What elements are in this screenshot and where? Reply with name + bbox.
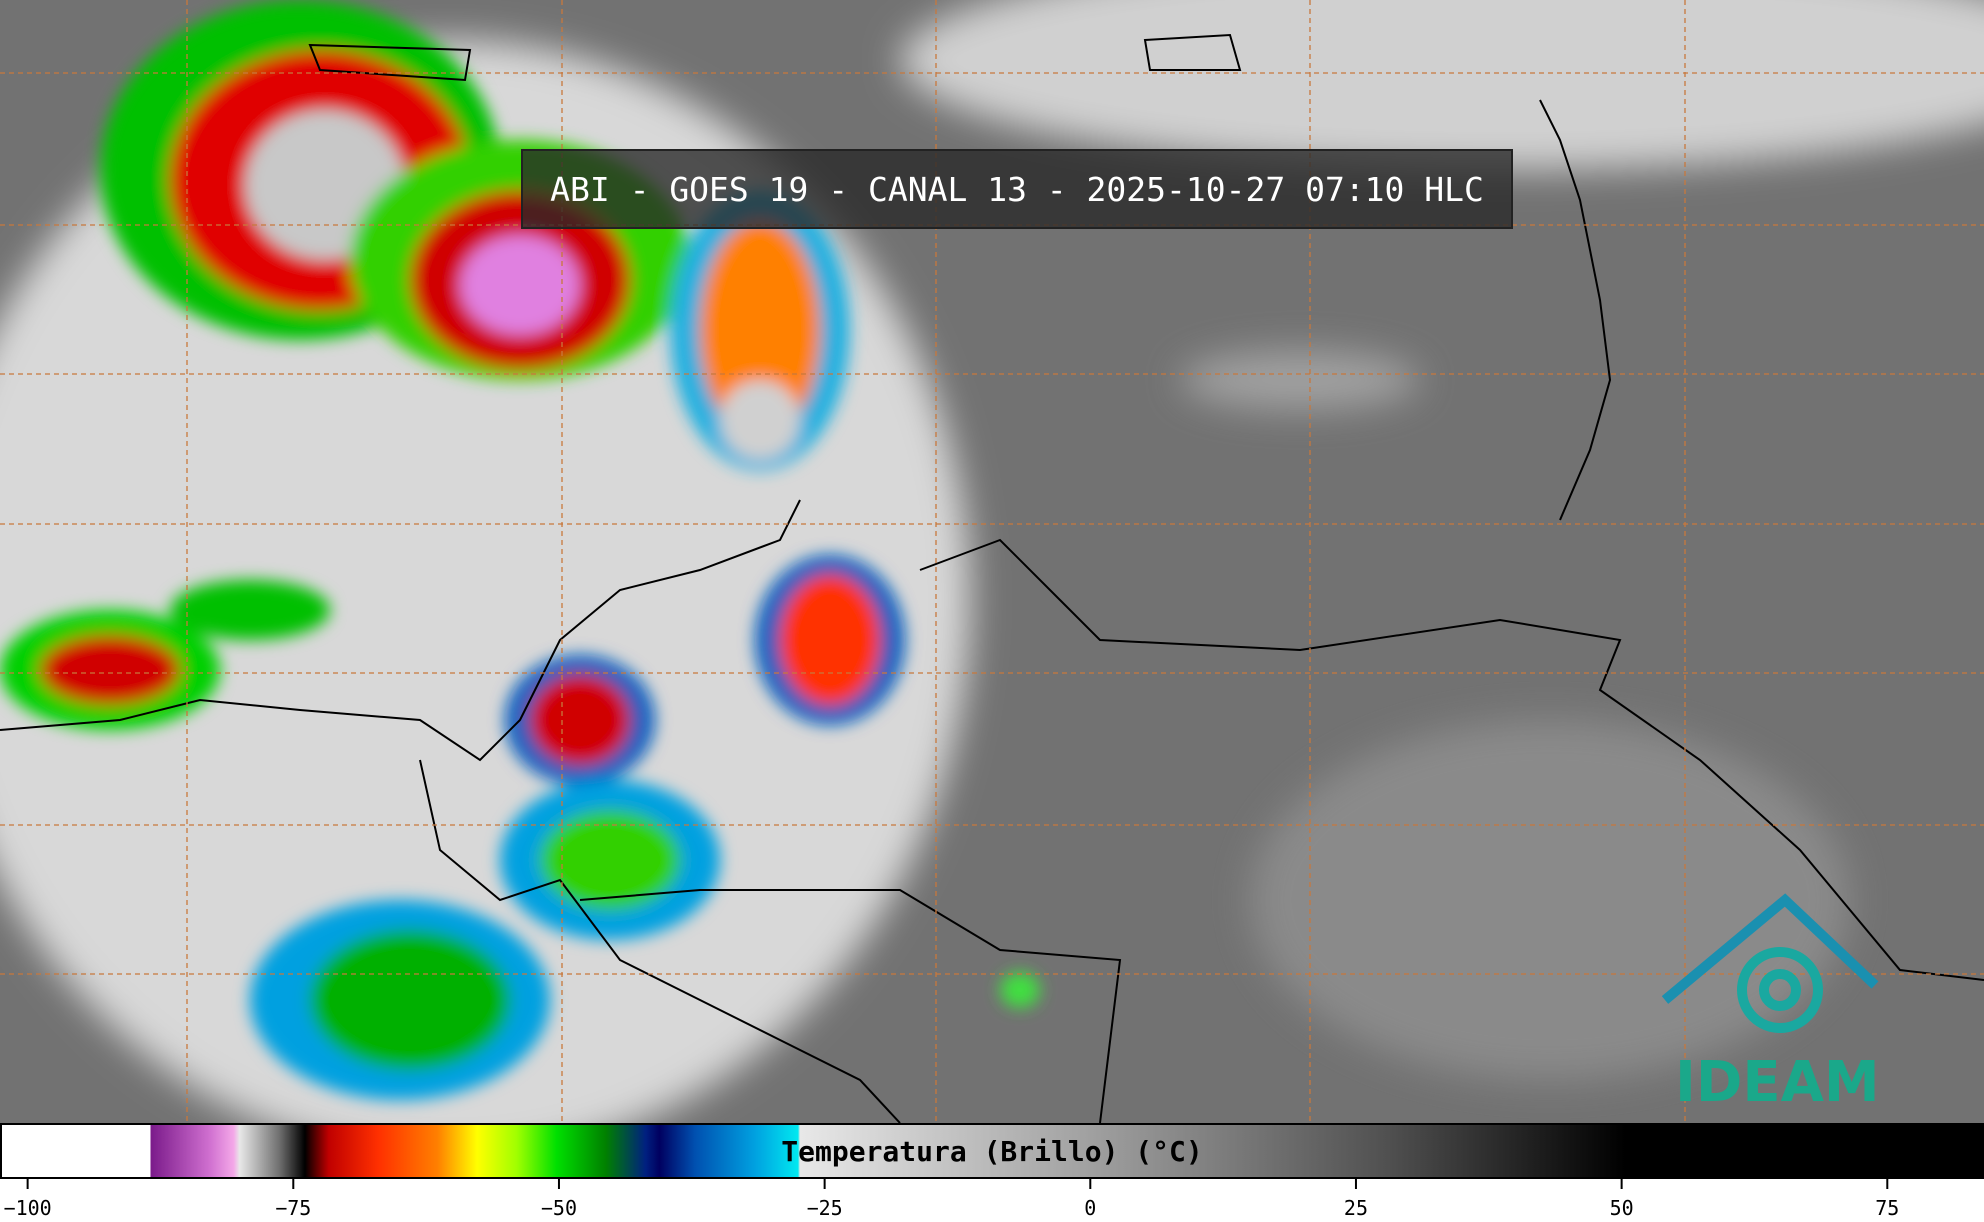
tick-label: −75 <box>275 1196 311 1220</box>
tick-label: −50 <box>541 1196 577 1220</box>
colorbar-axis: −100 −75 −50 −25 0 25 50 75 <box>4 1179 1899 1220</box>
colorbar <box>0 1123 1984 1179</box>
tick-label: −100 <box>4 1196 52 1220</box>
colorbar-label: Temperatura (Brillo) (°C) <box>781 1135 1203 1168</box>
tick-label: 25 <box>1344 1196 1368 1220</box>
title: ABI - GOES 19 - CANAL 13 - 2025-10-27 07… <box>521 149 1513 229</box>
logo-mark <box>1661 893 1879 1033</box>
tick-label: 50 <box>1610 1196 1634 1220</box>
tick-label: 0 <box>1084 1196 1096 1220</box>
tick-label: 75 <box>1875 1196 1899 1220</box>
tick-label: −25 <box>807 1196 843 1220</box>
logo-text: IDEAM <box>1675 1050 1880 1115</box>
